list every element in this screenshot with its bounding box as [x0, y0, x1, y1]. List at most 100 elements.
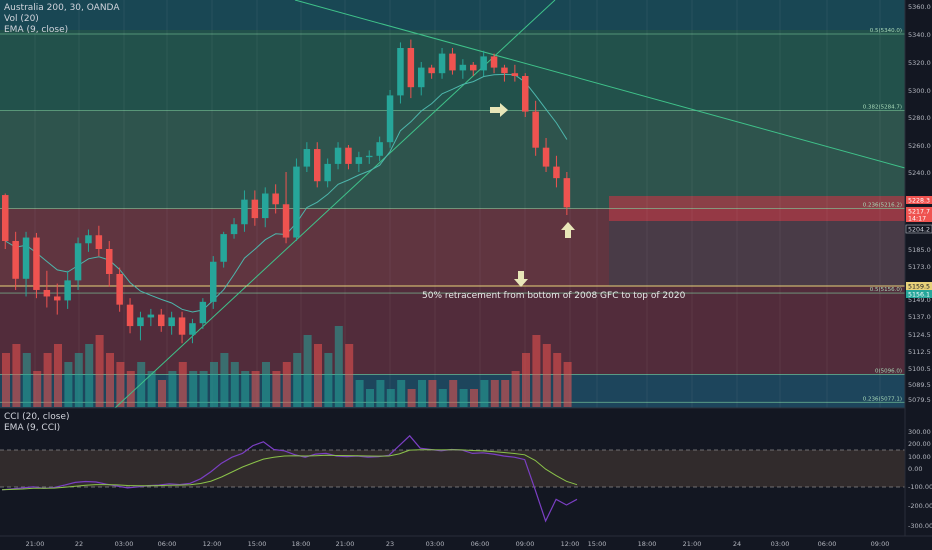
volume-bar [147, 371, 156, 407]
price-axis[interactable]: 5360.0 5340.0 5320.0 5300.0 5280.0 5260.0 5240… [908, 3, 931, 404]
candle-body [189, 323, 196, 335]
candle-body [43, 289, 51, 297]
time-tick-label: 03:00 [115, 540, 134, 548]
volume-bar [74, 353, 83, 407]
volume-bar [366, 389, 374, 407]
volume-bar [355, 380, 364, 407]
candle-body [106, 249, 113, 274]
symbol-title[interactable]: Australia 200, 30, OANDA [4, 3, 120, 13]
price-tick-label: 5260.0 [908, 142, 931, 150]
candle-body [22, 237, 30, 279]
time-tick-label: 23 [386, 540, 394, 548]
time-axis[interactable]: 21:00 22 03:00 06:00 12:00 15:00 18:00 21:00 23 0… [26, 540, 890, 548]
candle-body [459, 64, 467, 71]
volume-bar [178, 362, 187, 407]
volume-bar [345, 344, 354, 407]
candle-body [293, 166, 300, 238]
vol-legend[interactable]: Vol (20) [4, 14, 39, 24]
volume-bar [522, 353, 530, 407]
candle-body [303, 149, 311, 167]
price-badge [906, 214, 932, 222]
cci-tick-label: 100.00 [908, 453, 931, 461]
price-badge [906, 290, 932, 298]
candle-body [168, 317, 175, 327]
candle-body [116, 273, 123, 305]
volume-bar [282, 362, 291, 407]
time-tick-label: 18:00 [292, 540, 311, 548]
price-tick-label: 5340.0 [908, 31, 931, 39]
price-badge-label: 5217.7 [908, 209, 930, 216]
time-tick-label: 06:00 [471, 540, 490, 548]
volume-bar [262, 362, 270, 407]
price-tick-label: 5280.0 [908, 114, 931, 122]
price-badge-label: 5159.5 [908, 284, 930, 291]
volume-bar [490, 380, 499, 407]
volume-bar [43, 353, 52, 407]
price-badge [906, 207, 932, 215]
candle-body [386, 95, 394, 143]
price-tick-label: 5320.0 [908, 59, 931, 67]
cci-axis[interactable]: 300.00 200.00 100.00 0.00 -100.00 -200.00 -300… [908, 428, 932, 530]
candle-body [33, 237, 40, 290]
candle-body [241, 199, 248, 225]
candle-body [532, 111, 539, 148]
volume-bar [418, 380, 426, 407]
time-tick-label: 15:00 [248, 540, 267, 548]
arrow-right-icon [490, 103, 508, 117]
candle-body [470, 64, 477, 71]
volume-bar [386, 389, 395, 407]
volume-bar [272, 371, 281, 407]
cci-ema-line [1, 449, 578, 491]
candle-body [480, 56, 487, 71]
volume-bar [22, 353, 31, 407]
volume-bar [470, 389, 478, 407]
fib-zone-top [0, 0, 905, 30]
candle-body [282, 204, 290, 238]
time-tick-label: 09:00 [516, 540, 535, 548]
descending-trendline[interactable] [294, 0, 906, 169]
cci-legend-label[interactable]: CCI (20, close) [4, 412, 70, 422]
price-badge-label: 5204.2 [908, 227, 930, 234]
candle-body [220, 234, 227, 262]
candle-body [210, 261, 217, 302]
price-tick-label: 5100.5 [908, 365, 931, 373]
main-legend: Australia 200, 30, OANDA Vol (20) EMA (9… [4, 3, 120, 36]
volume-bar [137, 362, 146, 407]
volume-bar [95, 335, 104, 407]
candle-body [501, 67, 508, 74]
price-tick-label: 5124.5 [908, 331, 931, 339]
volume-bar [542, 344, 551, 407]
candle-body [553, 166, 560, 179]
volume-bar [501, 380, 510, 407]
candle-body [199, 301, 207, 324]
candle-body [522, 76, 529, 112]
candle-body [262, 193, 269, 219]
candle-body [490, 56, 498, 68]
cci-ema-legend-label[interactable]: EMA (9, CCI) [4, 423, 61, 433]
time-tick-label: 21:00 [26, 540, 45, 548]
ema-legend[interactable]: EMA (9, close) [4, 25, 69, 35]
cci-tick-label: 0.00 [908, 465, 922, 473]
candle-body [137, 317, 144, 327]
volume-bar [449, 380, 458, 407]
volume-bar [251, 371, 260, 407]
volume-bar [532, 335, 541, 407]
volume-bar [293, 353, 302, 407]
volume-bar [480, 380, 489, 407]
arrow-up-icon [561, 222, 575, 238]
time-tick-label: 22 [75, 540, 83, 548]
volume-bar [397, 380, 406, 407]
volume-bar [54, 344, 62, 407]
candle-body [2, 195, 9, 241]
volume-bar [158, 380, 166, 407]
volume-bar [438, 389, 447, 407]
time-tick-label: 21:00 [683, 540, 702, 548]
price-axis-bg [905, 0, 932, 550]
cci-legend: CCI (20, close) EMA (9, CCI) [4, 412, 69, 434]
volume-bar [324, 353, 333, 407]
volume-bar [168, 371, 177, 407]
volume-bar [199, 371, 208, 407]
time-tick-label: 21:00 [336, 540, 355, 548]
cci-band [0, 450, 905, 487]
